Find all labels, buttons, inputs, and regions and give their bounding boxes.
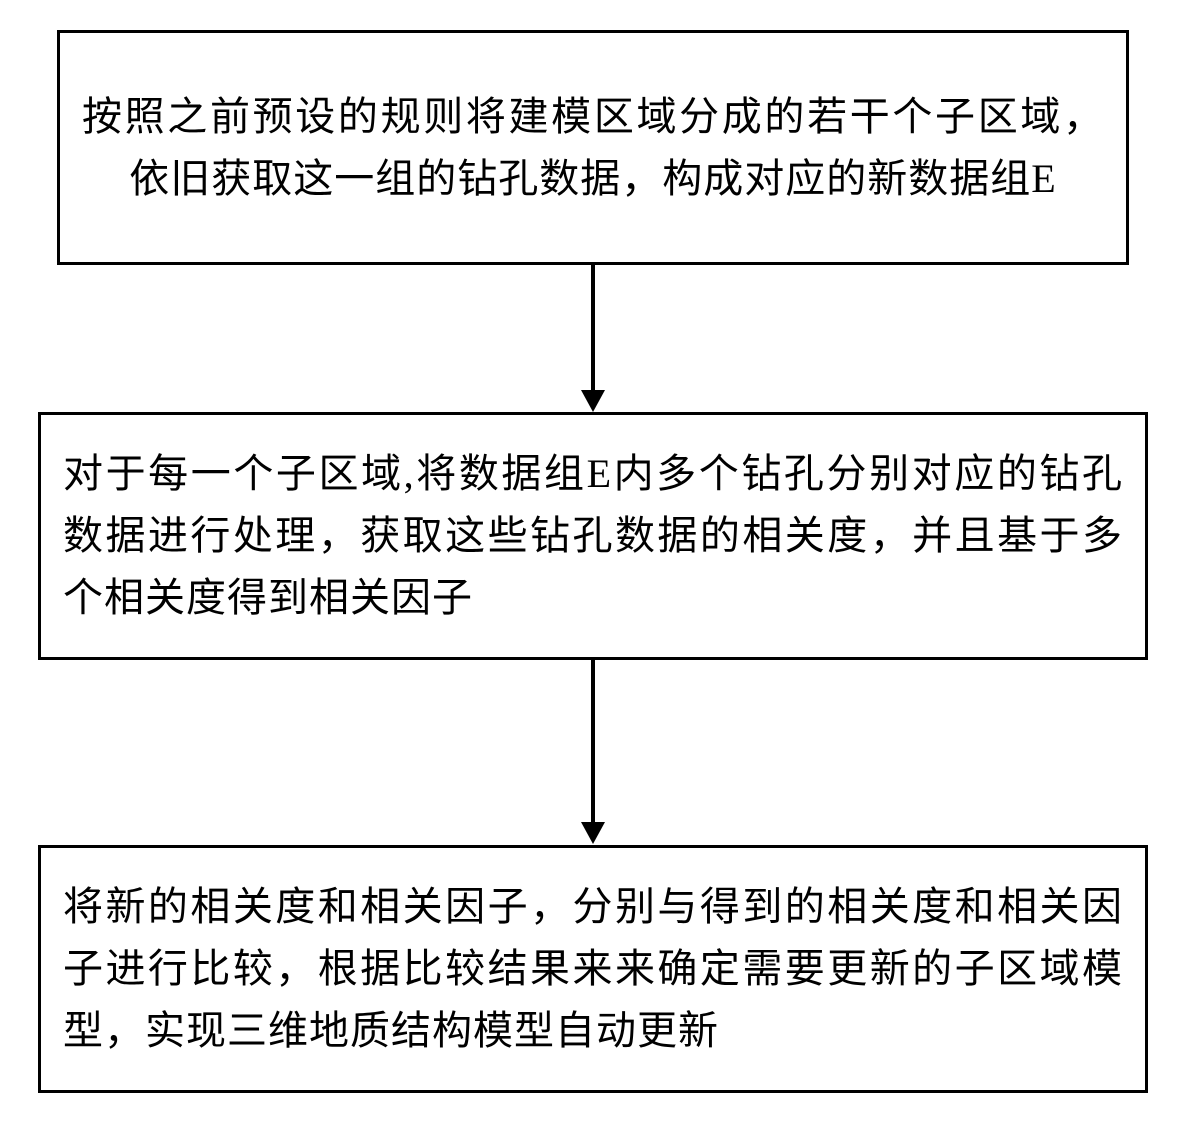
flowchart-step-2: 对于每一个子区域,将数据组E内多个钻孔分别对应的钻孔数据进行处理，获取这些钻孔数… <box>38 412 1148 660</box>
flowchart-step-1: 按照之前预设的规则将建模区域分成的若干个子区域，依旧获取这一组的钻孔数据，构成对… <box>57 30 1129 265</box>
flowchart-step-3-text: 将新的相关度和相关因子，分别与得到的相关度和相关因子进行比较，根据比较结果来来确… <box>63 876 1123 1062</box>
arrow-1-line <box>591 265 595 392</box>
flowchart-step-1-text: 按照之前预设的规则将建模区域分成的若干个子区域，依旧获取这一组的钻孔数据，构成对… <box>82 86 1104 210</box>
arrow-2-line <box>591 660 595 823</box>
flowchart-step-2-text: 对于每一个子区域,将数据组E内多个钻孔分别对应的钻孔数据进行处理，获取这些钻孔数… <box>63 443 1123 629</box>
arrow-1-head <box>581 390 605 412</box>
flowchart-step-3: 将新的相关度和相关因子，分别与得到的相关度和相关因子进行比较，根据比较结果来来确… <box>38 845 1148 1093</box>
flowchart-canvas: 按照之前预设的规则将建模区域分成的若干个子区域，依旧获取这一组的钻孔数据，构成对… <box>0 0 1187 1121</box>
arrow-2-head <box>581 822 605 844</box>
